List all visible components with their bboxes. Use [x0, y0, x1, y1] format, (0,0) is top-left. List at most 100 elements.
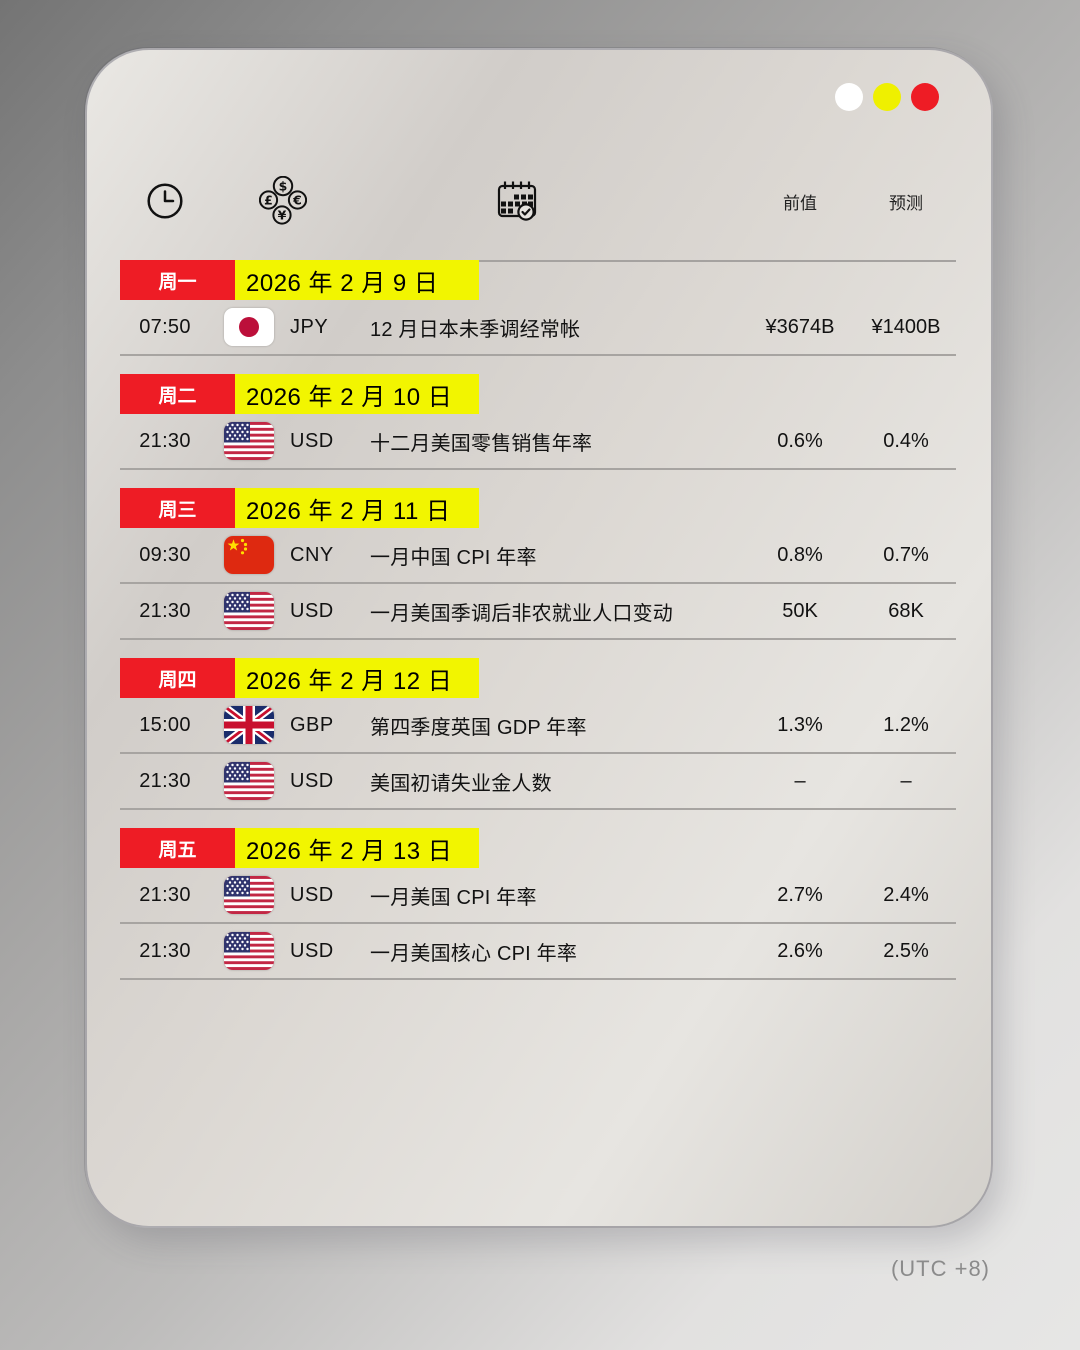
flag-cell [210, 762, 274, 800]
previous-value: – [794, 769, 806, 792]
currency-code: JPY [290, 315, 329, 338]
event-name: 一月中国 CPI 年率 [370, 546, 537, 569]
currency-code: GBP [290, 713, 334, 736]
day-section: 周五 2026 年 2 月 13 日 21:30 USD 一月美国 CPI 年率… [120, 828, 956, 980]
window-dot-yellow[interactable] [873, 83, 901, 111]
weekday-badge: 周四 [120, 658, 235, 698]
event-time: 07:50 [139, 315, 191, 338]
flag-usa-icon [224, 762, 274, 800]
weekday-badge: 周三 [120, 488, 235, 528]
day-events: 09:30 CNY 一月中国 CPI 年率 0.8% 0.7% 21:30 US… [120, 528, 956, 640]
svg-text:$: $ [279, 179, 288, 194]
currency-code: USD [290, 939, 334, 962]
flag-cell [210, 592, 274, 630]
date-badge: 2026 年 2 月 12 日 [235, 658, 479, 698]
previous-value: 50K [782, 599, 818, 622]
forecast-value: 0.7% [883, 543, 929, 566]
flag-cell [210, 932, 274, 970]
forecast-value: 68K [888, 599, 924, 622]
currency-exchange-icon: $ £ € ¥ [196, 176, 370, 226]
flag-cell [210, 308, 274, 346]
date-badge: 2026 年 2 月 13 日 [235, 828, 479, 868]
day-events: 07:50 JPY 12 月日本未季调经常帐 ¥3674B ¥1400B [120, 300, 956, 356]
forecast-value: 1.2% [883, 713, 929, 736]
timezone-note: (UTC +8) [890, 1256, 990, 1281]
event-name: 一月美国核心 CPI 年率 [370, 942, 578, 965]
day-section: 周四 2026 年 2 月 12 日 15:00 GBP 第四季度英国 GDP … [120, 658, 956, 810]
event-time: 09:30 [139, 543, 191, 566]
day-events: 21:30 USD 十二月美国零售销售年率 0.6% 0.4% [120, 414, 956, 470]
day-sections: 周一 2026 年 2 月 9 日 07:50 JPY 12 月日本未季调经常帐… [120, 260, 956, 980]
previous-value: 2.7% [777, 883, 823, 906]
event-time: 21:30 [139, 883, 191, 906]
currency-code: USD [290, 769, 334, 792]
window-dot-white[interactable] [835, 83, 863, 111]
event-time: 21:30 [139, 769, 191, 792]
weekday-badge: 周一 [120, 260, 235, 300]
flag-uk-icon [224, 706, 274, 744]
currency-code: CNY [290, 543, 334, 566]
window-controls [835, 83, 939, 111]
flag-cell [210, 706, 274, 744]
calendar-check-icon [495, 179, 744, 223]
date-badge: 2026 年 2 月 11 日 [235, 488, 479, 528]
flag-japan-icon [224, 308, 274, 346]
currency-code: USD [290, 599, 334, 622]
event-row[interactable]: 21:30 USD 一月美国 CPI 年率 2.7% 2.4% [120, 868, 956, 924]
calendar-table: $ £ € ¥ [120, 142, 956, 980]
forecast-column-header: 预测 [889, 193, 923, 213]
event-row[interactable]: 07:50 JPY 12 月日本未季调经常帐 ¥3674B ¥1400B [120, 300, 956, 356]
event-row[interactable]: 21:30 USD 美国初请失业金人数 – – [120, 754, 956, 810]
event-name: 美国初请失业金人数 [370, 772, 552, 795]
event-row[interactable]: 21:30 USD 十二月美国零售销售年率 0.6% 0.4% [120, 414, 956, 470]
event-name: 一月美国季调后非农就业人口变动 [370, 602, 673, 625]
flag-cell [210, 536, 274, 574]
event-time: 21:30 [139, 939, 191, 962]
day-section: 周三 2026 年 2 月 11 日 09:30 CNY 一月中国 CPI 年率… [120, 488, 956, 640]
flag-cell [210, 422, 274, 460]
event-time: 15:00 [139, 713, 191, 736]
event-name: 一月美国 CPI 年率 [370, 886, 537, 909]
event-name: 十二月美国零售销售年率 [370, 432, 593, 455]
day-events: 15:00 GBP 第四季度英国 GDP 年率 1.3% 1.2% 21:30 … [120, 698, 956, 810]
day-events: 21:30 USD 一月美国 CPI 年率 2.7% 2.4% 21:30 US… [120, 868, 956, 980]
day-header-bar: 周一 2026 年 2 月 9 日 [120, 260, 956, 300]
weekday-badge: 周五 [120, 828, 235, 868]
window-dot-red[interactable] [911, 83, 939, 111]
forecast-value: – [900, 769, 912, 792]
day-section: 周一 2026 年 2 月 9 日 07:50 JPY 12 月日本未季调经常帐… [120, 260, 956, 356]
currency-code: USD [290, 883, 334, 906]
previous-value: 1.3% [777, 713, 823, 736]
svg-text:€: € [292, 193, 302, 208]
weekday-badge: 周二 [120, 374, 235, 414]
day-section: 周二 2026 年 2 月 10 日 21:30 USD 十二月美国零售销售年率… [120, 374, 956, 470]
previous-value: 0.8% [777, 543, 823, 566]
event-row[interactable]: 21:30 USD 一月美国季调后非农就业人口变动 50K 68K [120, 584, 956, 640]
event-row[interactable]: 21:30 USD 一月美国核心 CPI 年率 2.6% 2.5% [120, 924, 956, 980]
forecast-value: 0.4% [883, 429, 929, 452]
flag-usa-icon [224, 422, 274, 460]
flag-china-icon [224, 536, 274, 574]
event-row[interactable]: 15:00 GBP 第四季度英国 GDP 年率 1.3% 1.2% [120, 698, 956, 754]
previous-value: 0.6% [777, 429, 823, 452]
currency-code: USD [290, 429, 334, 452]
flag-usa-icon [224, 592, 274, 630]
day-header-bar: 周二 2026 年 2 月 10 日 [120, 374, 956, 414]
event-time: 21:30 [139, 429, 191, 452]
event-row[interactable]: 09:30 CNY 一月中国 CPI 年率 0.8% 0.7% [120, 528, 956, 584]
forecast-value: 2.5% [883, 939, 929, 962]
forecast-value: ¥1400B [871, 315, 941, 338]
svg-text:£: £ [264, 193, 273, 208]
table-header-row: $ £ € ¥ [120, 142, 956, 262]
flag-cell [210, 876, 274, 914]
date-badge: 2026 年 2 月 9 日 [235, 260, 479, 300]
calendar-card: $ £ € ¥ [85, 48, 993, 1228]
event-name: 第四季度英国 GDP 年率 [370, 716, 587, 739]
day-header-bar: 周三 2026 年 2 月 11 日 [120, 488, 956, 528]
forecast-value: 2.4% [883, 883, 929, 906]
event-time: 21:30 [139, 599, 191, 622]
day-header-bar: 周四 2026 年 2 月 12 日 [120, 658, 956, 698]
previous-value: 2.6% [777, 939, 823, 962]
clock-icon [120, 182, 210, 220]
